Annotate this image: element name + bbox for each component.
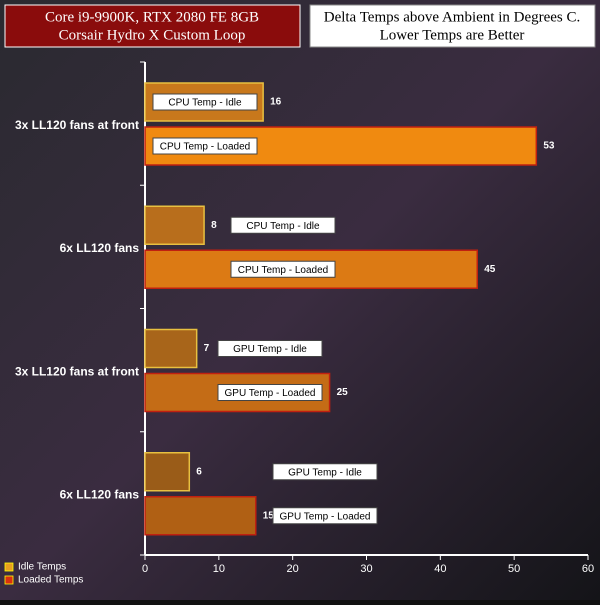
annotation-box — [217, 384, 323, 401]
annotation: CPU Temp - Loaded — [238, 265, 328, 276]
bar — [144, 328, 198, 369]
x-tick-label: 20 — [287, 563, 299, 575]
bar — [144, 496, 257, 536]
value-label: 25 — [337, 387, 349, 398]
title-box — [4, 4, 301, 48]
legend-label: Idle Temps — [18, 562, 66, 573]
annotation: CPU Temp - Loaded — [160, 142, 250, 153]
annotation-box — [152, 93, 258, 111]
value-label: 16 — [270, 97, 282, 108]
annotation-box — [230, 216, 336, 234]
chart-title: Core i9-9900K, RTX 2080 FE 8GB — [45, 9, 259, 25]
annotation-box — [272, 507, 378, 525]
value-label: 6 — [196, 466, 202, 477]
annotation-box — [152, 137, 258, 155]
y-tick-label: 6x LL120 fans — [60, 488, 140, 502]
legend-swatch — [4, 575, 14, 585]
annotation: CPU Temp - Idle — [246, 221, 320, 232]
annotation: GPU Temp - Loaded — [280, 511, 371, 522]
y-tick-label: 3x LL120 fans at front — [15, 364, 139, 378]
annotation: GPU Temp - Idle — [233, 344, 307, 355]
bar — [144, 205, 205, 245]
bar — [144, 452, 191, 492]
legend-swatch — [4, 562, 14, 572]
value-label: 53 — [543, 141, 555, 152]
x-tick-label: 50 — [508, 563, 520, 575]
x-tick-label: 30 — [360, 563, 372, 575]
value-label: 15 — [263, 510, 275, 521]
chart-subtitle: Lower Temps are Better — [380, 27, 525, 43]
chart-title: Corsair Hydro X Custom Loop — [59, 27, 246, 43]
x-tick-label: 40 — [434, 563, 446, 575]
annotation-box — [230, 260, 336, 278]
value-label: 45 — [484, 264, 496, 275]
chart-subtitle: Delta Temps above Ambient in Degrees C. — [324, 9, 581, 25]
annotation-box — [217, 340, 323, 357]
y-tick-label: 3x LL120 fans at front — [15, 118, 139, 132]
annotation: CPU Temp - Idle — [168, 98, 242, 109]
annotation: GPU Temp - Loaded — [225, 388, 316, 399]
value-label: 8 — [211, 220, 217, 231]
x-tick-label: 60 — [582, 563, 594, 575]
legend-label: Loaded Temps — [18, 575, 83, 586]
annotation: GPU Temp - Idle — [288, 467, 362, 478]
value-label: 7 — [204, 343, 210, 354]
subtitle-box — [309, 4, 596, 48]
annotation-box — [272, 463, 378, 481]
x-tick-label: 10 — [213, 563, 225, 575]
y-tick-label: 6x LL120 fans — [60, 241, 140, 255]
x-tick-label: 0 — [142, 563, 148, 575]
